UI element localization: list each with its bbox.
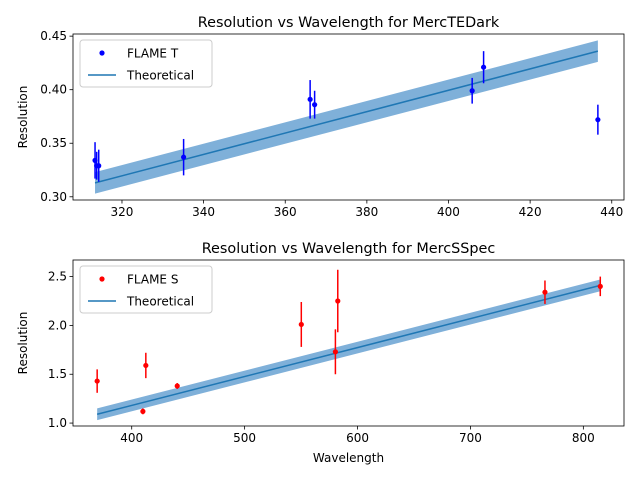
data-point <box>312 102 318 108</box>
x-tick-label: 440 <box>600 205 623 219</box>
y-tick-label: 0.45 <box>40 29 67 43</box>
data-point <box>143 362 149 369</box>
chart-panel-2: Resolution vs Wavelength for MercSSpec 40… <box>16 241 625 465</box>
legend-label: FLAME S <box>127 273 178 287</box>
y-tick-label: 2.5 <box>48 270 67 284</box>
axes-frame <box>72 33 625 201</box>
data-point <box>181 154 187 160</box>
legend-marker <box>99 276 105 282</box>
data-point <box>597 283 603 289</box>
legend-label: Theoretical <box>126 69 194 83</box>
x-tick-label: 500 <box>233 431 256 445</box>
legend-label: Theoretical <box>126 295 194 309</box>
x-tick-label: 420 <box>519 205 542 219</box>
chart-title: Resolution vs Wavelength for MercTEDark <box>198 15 500 31</box>
legend-label: FLAME T <box>127 47 179 61</box>
x-tick-label: 320 <box>111 205 134 219</box>
data-point <box>140 408 146 414</box>
data-point <box>307 96 313 102</box>
x-axis-label: Wavelength <box>313 451 384 465</box>
data-point <box>96 163 102 169</box>
data-point <box>469 88 475 94</box>
y-tick-label: 0.30 <box>40 190 67 204</box>
x-tick-label: 600 <box>346 431 369 445</box>
data-point <box>174 383 180 389</box>
axes-frame <box>72 259 625 427</box>
data-point <box>480 64 487 70</box>
data-point <box>332 349 339 355</box>
legend: FLAME S Theoretical <box>79 265 213 314</box>
data-point <box>542 289 548 295</box>
x-tick-label: 700 <box>459 431 482 445</box>
x-tick-label: 400 <box>437 205 460 219</box>
chart-title: Resolution vs Wavelength for MercSSpec <box>202 241 496 257</box>
y-axis-label: Resolution <box>16 312 30 375</box>
y-axis-label: Resolution <box>16 86 30 149</box>
x-tick-label: 340 <box>192 205 215 219</box>
data-point <box>335 298 341 304</box>
data-point <box>298 321 304 328</box>
data-point <box>94 378 100 384</box>
y-tick-label: 2.0 <box>48 318 67 332</box>
data-point <box>595 117 601 123</box>
y-tick-label: 1.5 <box>48 367 67 381</box>
x-tick-label: 400 <box>120 431 143 445</box>
y-tick-label: 1.0 <box>48 416 67 430</box>
theoretical-line <box>94 50 599 184</box>
legend-marker <box>99 50 105 56</box>
y-tick-label: 0.35 <box>40 136 67 150</box>
y-tick-label: 0.40 <box>40 83 67 97</box>
legend: FLAME T Theoretical <box>79 39 213 88</box>
x-tick-label: 360 <box>274 205 297 219</box>
x-tick-label: 800 <box>572 431 595 445</box>
x-tick-label: 380 <box>355 205 378 219</box>
theoretical-line <box>96 284 601 416</box>
chart-panel-1: Resolution vs Wavelength for MercTEDark 3… <box>16 15 625 219</box>
